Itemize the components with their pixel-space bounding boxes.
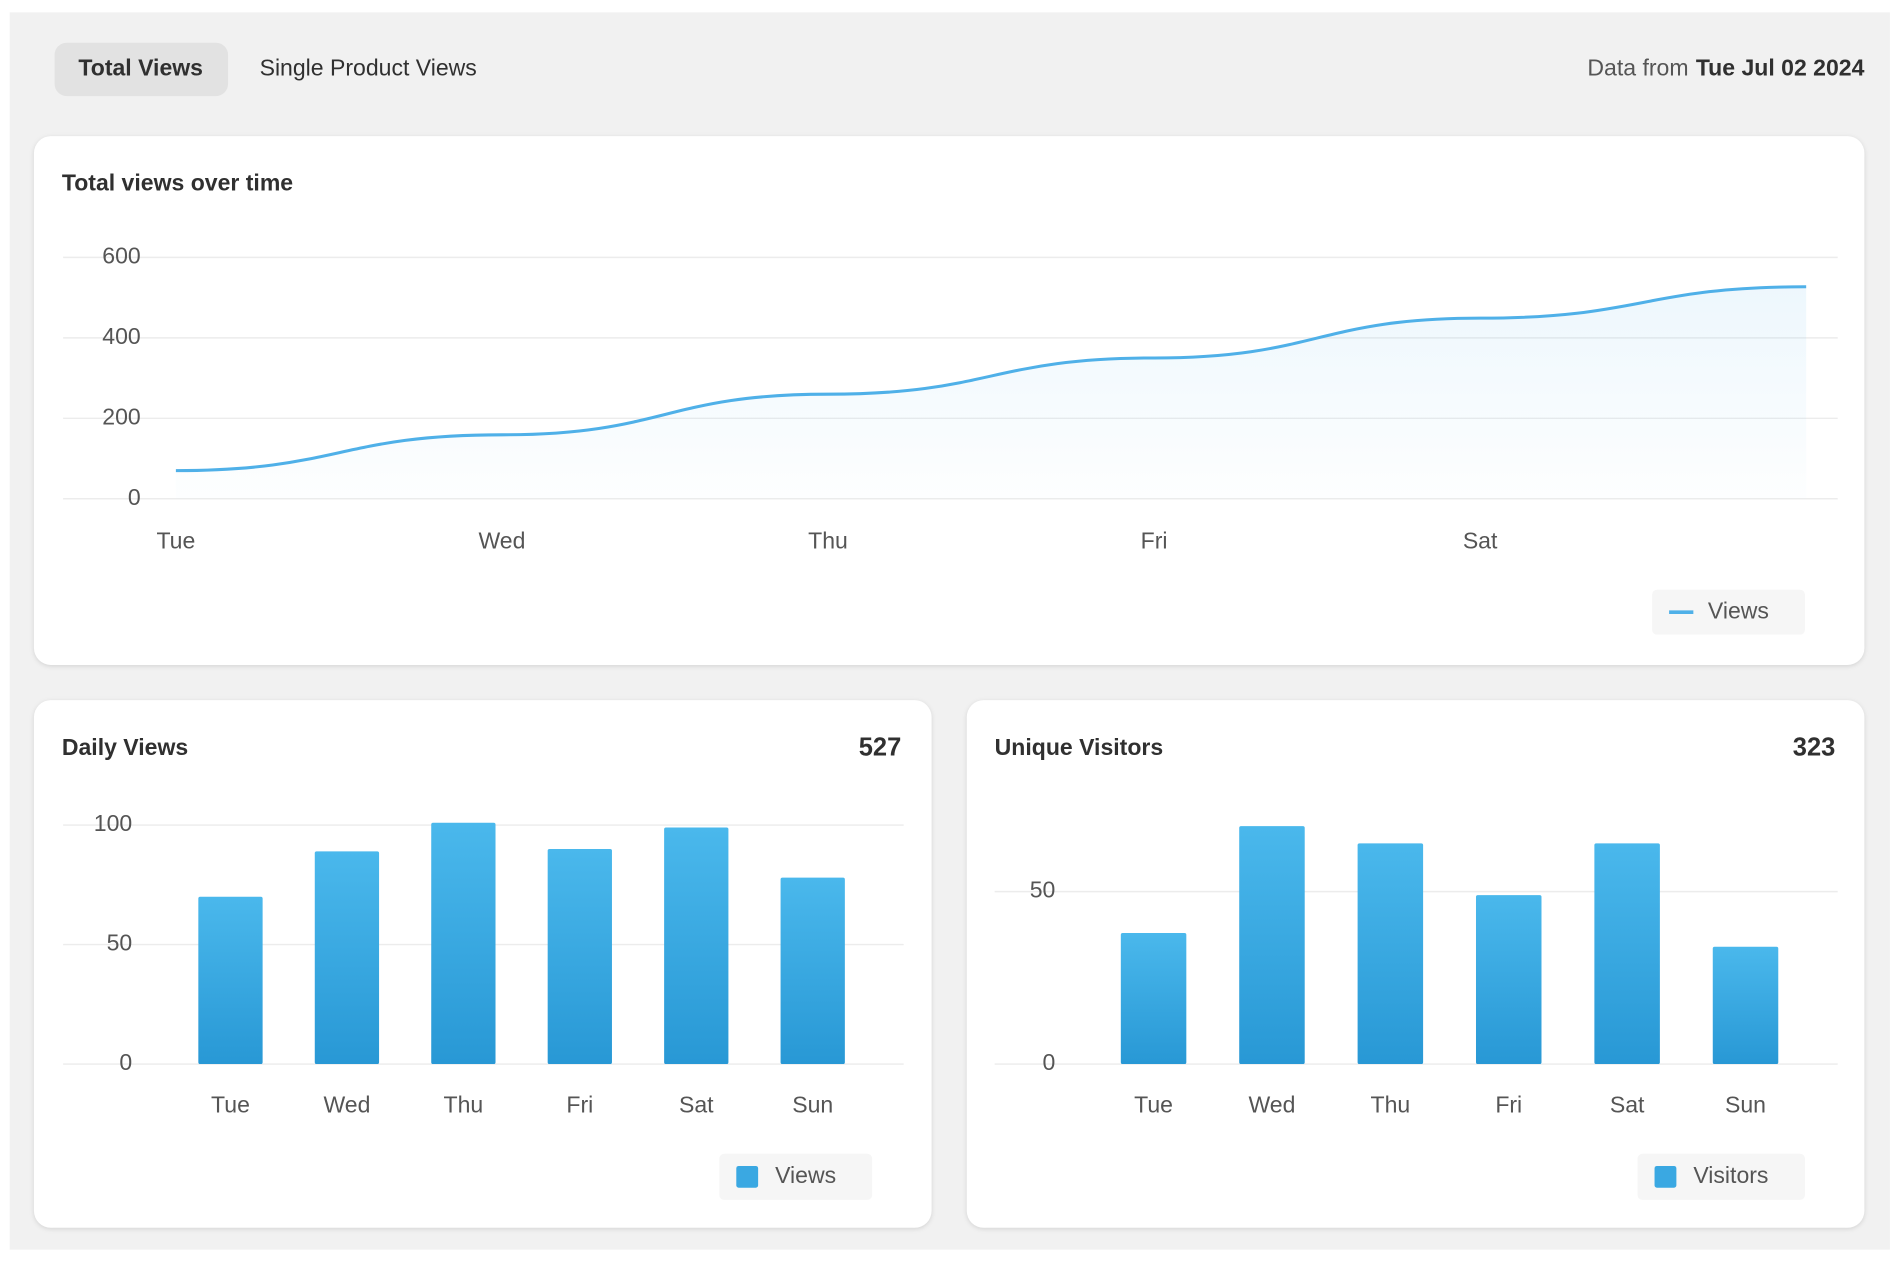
date-info: Data from Tue Jul 02 2024 <box>1587 54 1864 80</box>
x-tick-label: Sat <box>1463 528 1498 554</box>
y-tick-label: 600 <box>102 242 140 268</box>
tab-active[interactable] <box>54 42 229 97</box>
y-tick-label: 50 <box>107 930 133 956</box>
bar <box>198 896 263 1065</box>
y-tick-label: 0 <box>128 484 141 510</box>
x-tick-label: Sun <box>792 1092 833 1118</box>
area <box>175 286 1807 499</box>
legend-label: Visitors <box>1693 1162 1768 1188</box>
bar <box>547 848 612 1065</box>
bar <box>1120 933 1187 1065</box>
x-tick-label: Fri <box>566 1092 593 1118</box>
chart-title: Unique Visitors <box>995 734 1164 760</box>
bar <box>1594 843 1660 1065</box>
legend-swatch <box>736 1165 759 1188</box>
bar <box>1475 895 1542 1065</box>
bar <box>780 877 845 1065</box>
legend-box <box>1652 589 1805 635</box>
bar <box>314 851 380 1065</box>
legend-swatch <box>1654 1165 1677 1188</box>
x-tick-label: Sun <box>1725 1092 1766 1118</box>
x-tick-label: Fri <box>1141 528 1168 554</box>
legend-label: Views <box>1708 597 1769 623</box>
x-tick-label: Thu <box>808 528 848 554</box>
y-tick-label: 400 <box>102 323 140 349</box>
tab[interactable]: Total Views <box>78 54 203 80</box>
legend-box <box>719 1153 873 1200</box>
y-tick-label: 50 <box>1030 877 1056 903</box>
x-tick-label: Tue <box>1134 1092 1173 1118</box>
x-tick-label: Tue <box>211 1092 250 1118</box>
x-tick-label: Fri <box>1495 1092 1522 1118</box>
x-tick-label: Thu <box>444 1092 484 1118</box>
bar <box>431 822 496 1065</box>
x-tick-label: Wed <box>323 1092 370 1118</box>
x-tick-label: Tue <box>156 528 195 554</box>
chart-title: Daily Views <box>62 734 188 760</box>
legend-label: Views <box>775 1162 836 1188</box>
x-tick-label: Sat <box>679 1092 714 1118</box>
y-tick-label: 100 <box>94 810 132 836</box>
bar <box>1712 946 1779 1065</box>
bar <box>1239 826 1305 1065</box>
date: Tue Jul 02 2024 <box>1696 54 1865 80</box>
y-tick-label: 0 <box>1043 1049 1056 1075</box>
date-prefix: Data from <box>1587 54 1688 80</box>
y-tick-label: 0 <box>119 1049 132 1075</box>
legend-box <box>1637 1153 1805 1200</box>
x-tick-label: Thu <box>1371 1092 1411 1118</box>
chart-title: Total views over time <box>62 170 293 196</box>
x-tick-label: Sat <box>1610 1092 1645 1118</box>
bar <box>1357 843 1424 1065</box>
x-tick-label: Wed <box>478 528 525 554</box>
x-tick-label: Wed <box>1248 1092 1295 1118</box>
total: 323 <box>1793 733 1836 761</box>
y-tick-label: 200 <box>102 403 140 429</box>
total: 527 <box>859 733 902 761</box>
tab[interactable]: Single Product Views <box>260 54 477 80</box>
line <box>175 285 1807 473</box>
bar <box>664 827 729 1065</box>
